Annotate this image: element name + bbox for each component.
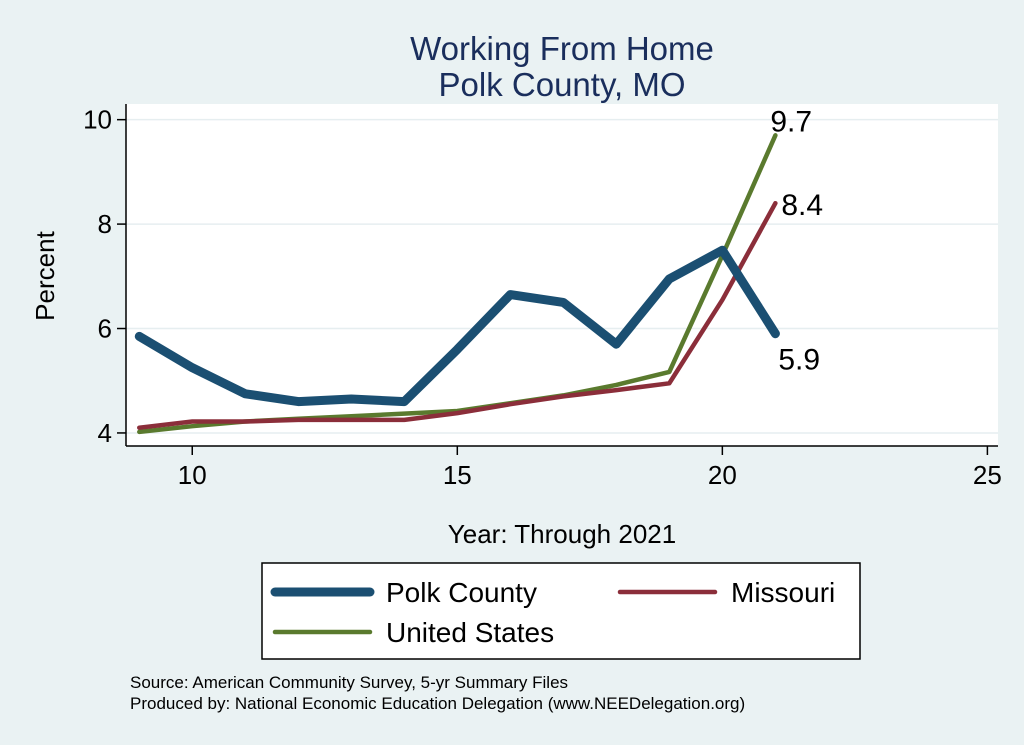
x-tick-label-25: 25: [973, 460, 1002, 490]
legend-label-polk-county: Polk County: [386, 577, 537, 608]
chart-title-line-1: Working From Home: [410, 30, 714, 67]
legend-box: [261, 562, 861, 660]
y-axis: 4 6 8 10: [83, 104, 127, 448]
plot-area: [126, 104, 998, 446]
x-axis-title: Year: Through 2021: [448, 519, 676, 549]
x-tick-label-10: 10: [178, 460, 207, 490]
y-tick-label-6: 6: [98, 314, 112, 344]
chart-title-line-2: Polk County, MO: [439, 66, 686, 103]
legend-label-united-states: United States: [386, 617, 554, 648]
legend: Polk County Missouri United States: [261, 562, 861, 660]
end-label-united-states: 9.7: [770, 105, 812, 138]
producer-note: Produced by: National Economic Education…: [130, 694, 745, 713]
source-notes: Source: American Community Survey, 5-yr …: [130, 673, 745, 713]
grid-lines: [126, 118, 998, 434]
y-tick-label-10: 10: [83, 105, 112, 135]
end-labels: 5.9 8.4 9.7: [770, 105, 823, 376]
y-tick-label-8: 8: [98, 209, 112, 239]
chart-title: Working From Home Polk County, MO: [410, 30, 714, 103]
x-tick-label-15: 15: [443, 460, 472, 490]
series-line-missouri: [137, 200, 778, 430]
x-axis: 10 15 20 25: [126, 445, 1002, 490]
y-axis-title: Percent: [30, 230, 60, 320]
end-label-polk-county: 5.9: [778, 344, 820, 377]
legend-label-missouri: Missouri: [731, 577, 835, 608]
series-line-polk-county: [134, 245, 780, 407]
end-label-missouri: 8.4: [781, 189, 823, 222]
series-lines: [134, 133, 780, 435]
source-note: Source: American Community Survey, 5-yr …: [130, 673, 568, 692]
y-tick-label-4: 4: [98, 418, 112, 448]
x-tick-label-20: 20: [708, 460, 737, 490]
